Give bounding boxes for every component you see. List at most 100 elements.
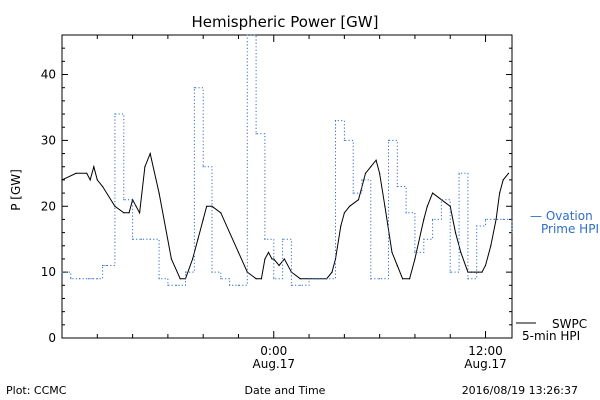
ovation-point: [432, 218, 434, 220]
footer-right: 2016/08/19 13:26:37: [462, 384, 578, 397]
swpc-point: [114, 205, 116, 207]
ovation-point: [176, 284, 178, 286]
ovation-point: [149, 238, 151, 240]
swpc-point: [89, 179, 91, 181]
swpc-point: [278, 264, 280, 267]
swpc-point: [384, 205, 386, 207]
swpc-point: [460, 251, 462, 253]
ovation-point: [317, 278, 319, 280]
swpc-point: [495, 218, 497, 220]
swpc-point: [375, 159, 377, 161]
swpc-point: [149, 153, 151, 155]
legend-swpc-line2: 5-min HPI: [522, 329, 580, 343]
swpc-point: [343, 212, 345, 214]
ovation-point: [255, 133, 257, 135]
ovation-point: [326, 278, 328, 280]
swpc-point: [123, 212, 125, 214]
ovation-point: [132, 238, 134, 240]
ovation-point: [449, 271, 451, 273]
swpc-point: [170, 258, 172, 260]
swpc-point: [370, 166, 372, 168]
swpc-point: [206, 205, 208, 207]
swpc-point: [364, 172, 367, 174]
ovation-point: [184, 271, 187, 273]
legend-swpc-line1: SWPC: [552, 317, 587, 331]
swpc-point: [255, 278, 257, 280]
swpc-point: [237, 251, 240, 253]
ovation-point: [299, 284, 301, 286]
swpc-point: [96, 179, 98, 181]
ovation-point: [511, 232, 513, 234]
ovation-point: [167, 284, 169, 286]
ovation-point: [264, 238, 266, 240]
swpc-point: [192, 258, 194, 260]
ovation-point: [114, 113, 116, 115]
swpc-point: [267, 251, 270, 253]
footer-left: Plot: CCMC: [6, 384, 67, 397]
ovation-point: [282, 238, 284, 240]
swpc-point: [402, 278, 404, 280]
swpc-point: [499, 192, 501, 194]
plot-frame: [61, 34, 513, 339]
x-tick-label-date: Aug.17: [464, 357, 507, 371]
y-tick-label: 20: [41, 199, 56, 213]
swpc-point: [139, 212, 141, 214]
swpc-point: [396, 264, 398, 267]
ovation-point: [102, 264, 104, 267]
chart-title: Hemispheric Power [GW]: [192, 13, 379, 31]
swpc-point: [409, 278, 411, 280]
ovation-point: [405, 212, 407, 214]
ovation-point: [396, 185, 398, 188]
swpc-point: [220, 212, 222, 214]
ovation-point: [202, 166, 204, 168]
legend: — Ovation Prime HPI SWPC 5-min HPI: [516, 209, 599, 343]
swpc-point: [426, 205, 428, 207]
swpc-point: [502, 179, 504, 181]
swpc-point: [202, 218, 204, 220]
swpc-point: [334, 258, 337, 260]
swpc-point: [75, 172, 77, 174]
ovation-point: [87, 278, 90, 280]
y-tick-label: 0: [48, 331, 56, 345]
ovation-point: [458, 172, 460, 174]
swpc-point: [357, 199, 360, 201]
series-layer: [61, 34, 513, 286]
x-tick-label-date: Aug.17: [253, 357, 296, 371]
swpc-point: [86, 172, 88, 174]
ovation-point: [70, 278, 72, 280]
swpc-point: [260, 278, 262, 280]
ovation-point: [61, 271, 63, 273]
ovation-point: [423, 238, 425, 240]
swpc-point: [470, 271, 472, 273]
ovation-point: [91, 278, 93, 280]
swpc-point: [102, 185, 104, 188]
swpc-point: [158, 192, 160, 194]
ovation-point: [414, 251, 416, 253]
ovation-point: [370, 278, 372, 280]
ovation-point: [502, 218, 504, 220]
ovation-point: [290, 284, 292, 286]
swpc-point: [454, 232, 457, 234]
y-tick-label: 40: [41, 68, 56, 82]
swpc-point: [283, 258, 285, 260]
swpc-point: [61, 179, 63, 181]
y-tick-label: 30: [41, 133, 56, 147]
ovation-point: [237, 284, 240, 286]
ovation-point: [361, 179, 363, 181]
ovation-point: [229, 284, 231, 286]
swpc-point: [484, 264, 487, 267]
swpc-point: [271, 258, 273, 260]
swpc-point: [179, 278, 181, 280]
legend-ovation-line2: Prime HPI: [541, 222, 599, 236]
swpc-point: [135, 205, 137, 207]
ovation-point: [158, 278, 160, 280]
x-axis-label: Date and Time: [245, 384, 326, 397]
ovation-point: [379, 278, 381, 280]
swpc-point: [423, 218, 425, 220]
ovation-point: [343, 139, 345, 141]
series-ovation-line: [62, 34, 513, 286]
swpc-point: [379, 172, 381, 174]
swpc-point: [264, 258, 266, 260]
swpc-point: [299, 278, 301, 280]
ovation-point: [79, 278, 81, 280]
